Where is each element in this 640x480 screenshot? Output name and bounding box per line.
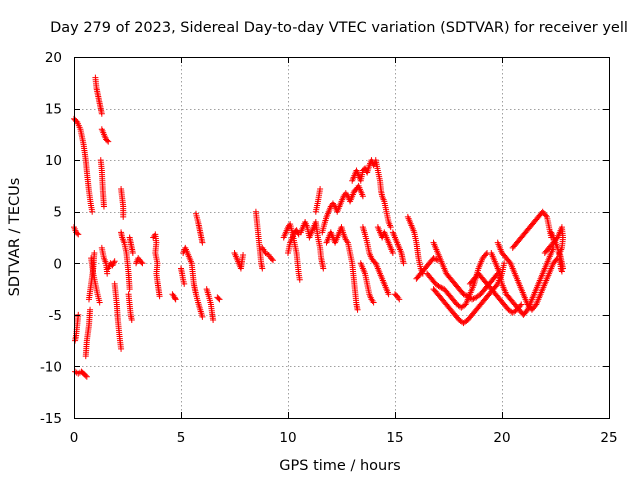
data-point — [91, 249, 98, 256]
y-tick-label: 5 — [53, 205, 62, 221]
data-point — [396, 296, 403, 303]
data-point — [83, 373, 90, 380]
data-point — [461, 291, 468, 298]
data-point — [215, 295, 222, 302]
data-point — [128, 317, 135, 324]
data-point — [111, 258, 118, 265]
data-point — [385, 291, 392, 298]
data-point — [75, 231, 82, 238]
data-point — [156, 293, 163, 300]
data-point — [354, 306, 361, 313]
data-point — [493, 271, 500, 278]
data-point — [105, 138, 112, 145]
data-point — [210, 317, 217, 324]
data-point — [89, 208, 96, 215]
data-point — [270, 257, 277, 264]
data-point — [139, 260, 146, 267]
y-tick-label: -15 — [40, 411, 62, 427]
data-point — [181, 280, 188, 287]
data-point — [320, 265, 327, 272]
data-point — [296, 276, 303, 283]
data-point — [172, 296, 179, 303]
x-tick-label: 20 — [493, 430, 510, 446]
data-point — [118, 345, 125, 352]
x-tick-label: 15 — [386, 430, 403, 446]
data-point — [523, 307, 530, 314]
data-point — [294, 228, 301, 235]
plot-frame — [74, 57, 610, 419]
data-point — [518, 301, 525, 308]
x-tick-label: 5 — [177, 430, 186, 446]
y-tick-label: 20 — [45, 50, 62, 66]
data-point — [75, 311, 82, 318]
y-tick-label: -5 — [49, 308, 62, 324]
data-point — [259, 265, 266, 272]
data-point — [199, 313, 206, 320]
data-point — [387, 224, 394, 231]
data-point — [436, 284, 443, 291]
axis-ticks — [74, 57, 610, 419]
data-point — [216, 296, 223, 303]
data-point — [110, 259, 117, 266]
y-tick-label: -10 — [40, 359, 62, 375]
data-point — [438, 284, 445, 291]
data-point — [129, 249, 136, 256]
y-axis-title: SDTVAR / TECUs — [7, 178, 23, 297]
data-point — [268, 256, 275, 263]
data-point — [120, 213, 127, 220]
data-point — [138, 259, 145, 266]
data-point — [359, 193, 366, 200]
x-tick-label: 0 — [70, 430, 79, 446]
data-point — [110, 260, 117, 267]
data-point — [74, 230, 81, 237]
data-point — [469, 296, 476, 303]
data-point — [542, 212, 549, 219]
y-tick-label: 0 — [53, 256, 62, 272]
data-point — [470, 295, 477, 302]
data-point — [532, 302, 539, 309]
data-point — [389, 249, 396, 256]
data-point — [199, 239, 206, 246]
data-point — [294, 230, 301, 237]
data-point — [317, 186, 324, 193]
y-tick-label: 15 — [45, 102, 62, 118]
chart-title: Day 279 of 2023, Sidereal Day-to-day VTE… — [50, 20, 628, 36]
data-point — [98, 110, 105, 117]
x-tick-label: 25 — [600, 430, 617, 446]
data-point — [482, 251, 489, 258]
data-point — [431, 255, 438, 262]
data-point — [460, 291, 467, 298]
data-point — [100, 203, 107, 210]
data-point — [558, 268, 565, 275]
data-point — [430, 255, 437, 262]
data-point — [501, 260, 508, 267]
data-point — [104, 137, 111, 144]
data-point — [82, 372, 89, 379]
data-point — [96, 299, 103, 306]
data-point — [493, 282, 500, 289]
data-point — [370, 299, 377, 306]
data-point — [506, 258, 513, 265]
y-tick-label: 10 — [45, 153, 62, 169]
data-point — [172, 295, 179, 302]
data-point — [240, 252, 247, 259]
data-point — [400, 260, 407, 267]
grid-lines — [74, 57, 609, 418]
data-point — [104, 270, 111, 277]
data-point — [87, 306, 94, 313]
data-points — [71, 74, 566, 380]
data-point — [109, 262, 116, 269]
x-axis-title: GPS time / hours — [279, 458, 400, 474]
data-point — [126, 286, 133, 293]
x-tick-label: 10 — [279, 430, 296, 446]
y-tick-labels: -15 -10 -5 0 5 10 15 20 — [40, 50, 62, 427]
x-tick-labels: 0 5 10 15 20 25 — [70, 430, 618, 446]
